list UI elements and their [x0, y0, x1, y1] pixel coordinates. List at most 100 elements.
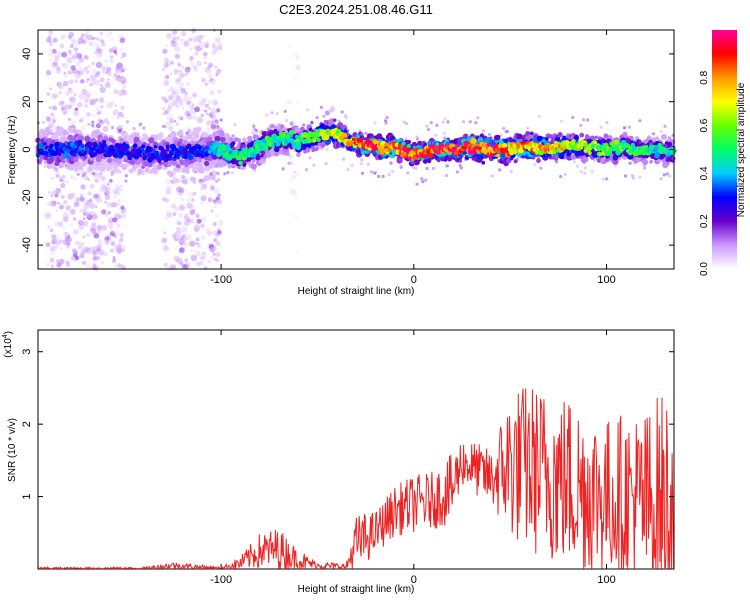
heatmap-noise-point: [214, 119, 219, 124]
heatmap-noise-point: [165, 188, 172, 195]
heatmap-ridge-point: [116, 159, 122, 165]
heatmap-ridge-point: [185, 170, 190, 174]
heatmap-ridge-point: [157, 159, 162, 164]
heatmap-ridge-point: [671, 156, 676, 161]
heatmap-noise-point: [218, 46, 222, 50]
heatmap-noise-point: [74, 250, 79, 255]
heatmap-ridge-point: [406, 144, 412, 149]
heatmap-noise-point: [49, 258, 55, 263]
heatmap-noise-point: [212, 199, 218, 204]
heatmap-noise-point: [575, 164, 580, 168]
heatmap-noise-point: [165, 178, 172, 185]
heatmap-noise-point: [189, 47, 193, 51]
heatmap-noise-point: [79, 194, 84, 198]
heatmap-ridge-point: [436, 158, 441, 163]
heatmap-noise-point: [60, 247, 63, 250]
heatmap-noise-point: [295, 64, 301, 71]
heatmap-noise-point: [188, 96, 193, 100]
heatmap-noise-point: [208, 107, 211, 110]
heatmap-noise-point: [187, 43, 191, 46]
heatmap-noise-point: [206, 171, 209, 175]
heatmap-noise-point: [86, 232, 91, 238]
heatmap-noise-point: [166, 33, 173, 40]
heatmap-noise-point: [64, 75, 67, 78]
heatmap-noise-point: [200, 113, 205, 118]
heatmap-noise-point: [373, 121, 377, 125]
heatmap-noise-point: [45, 70, 52, 76]
heatmap-noise-point: [169, 86, 175, 92]
heatmap-noise-point: [286, 99, 292, 105]
heatmap-noise-point: [162, 48, 168, 55]
heatmap-noise-point: [106, 121, 110, 125]
heatmap-noise-point: [194, 106, 201, 113]
heatmap-noise-point: [116, 184, 120, 187]
heatmap-noise-point: [110, 126, 115, 130]
heatmap-ridge-layer: [34, 118, 677, 176]
heatmap-noise-point: [210, 255, 215, 260]
heatmap-noise-point: [57, 201, 60, 205]
heatmap-noise-point: [200, 185, 205, 191]
heatmap-noise-point: [215, 179, 219, 183]
heatmap-noise-point: [203, 51, 208, 57]
heatmap-noise-point: [505, 129, 509, 134]
heatmap-noise-point: [173, 206, 180, 212]
heatmap-ridge-point: [203, 160, 210, 167]
heatmap-ridge-point: [80, 144, 85, 149]
heatmap-noise-point: [46, 37, 52, 43]
heatmap-noise-point: [78, 241, 85, 248]
heatmap-noise-point: [638, 175, 642, 179]
heatmap-noise-point: [41, 120, 46, 124]
heatmap-ridge-point: [579, 132, 585, 138]
heatmap-noise-point: [312, 163, 316, 167]
heatmap-noise-point: [82, 220, 89, 227]
heatmap-noise-point: [109, 37, 114, 42]
heatmap-noise-point: [91, 123, 95, 127]
heatmap-noise-point: [192, 180, 196, 184]
heatmap-ridge-point: [61, 160, 66, 164]
heatmap-noise-point: [95, 123, 101, 129]
heatmap-noise-point: [115, 77, 119, 81]
heatmap-noise-point: [294, 170, 301, 177]
heatmap-ridge-point: [582, 156, 589, 163]
heatmap-noise-point: [308, 156, 312, 160]
heatmap-noise-point: [295, 74, 299, 79]
heatmap-noise-point: [211, 44, 216, 49]
heatmap-noise-point: [190, 254, 198, 262]
heatmap-noise-point: [296, 249, 300, 253]
heatmap-noise-point: [592, 158, 597, 162]
heatmap-noise-point: [387, 173, 391, 177]
heatmap-noise-point: [179, 261, 184, 266]
heatmap-noise-point: [100, 183, 107, 190]
heatmap-noise-point: [59, 178, 63, 182]
heatmap-noise-point: [233, 123, 237, 127]
heatmap-noise-point: [284, 119, 289, 123]
heatmap-noise-point: [302, 123, 306, 127]
heatmap-noise-point: [99, 119, 103, 123]
heatmap-noise-point: [89, 203, 96, 209]
heatmap-noise-point: [189, 176, 195, 182]
heatmap-noise-point: [532, 163, 537, 167]
heatmap-noise-point: [226, 171, 230, 175]
heatmap-noise-point: [72, 229, 79, 235]
heatmap-noise-point: [106, 201, 112, 208]
heatmap-noise-point: [177, 62, 181, 65]
heatmap-noise-point: [58, 100, 64, 107]
heatmap-noise-point: [87, 248, 93, 254]
heatmap-noise-point: [434, 133, 438, 137]
heatmap-noise-point: [288, 45, 291, 48]
heatmap-noise-point: [209, 90, 215, 95]
heatmap-noise-point: [381, 174, 385, 178]
heatmap-noise-point: [366, 162, 371, 166]
heatmap-ridge-point: [333, 118, 337, 122]
heatmap-noise-point: [73, 177, 77, 181]
heatmap-noise-point: [181, 175, 185, 179]
heatmap-ridge-point: [662, 135, 666, 139]
heatmap-noise-point: [65, 179, 69, 184]
heatmap-noise-point: [306, 108, 310, 112]
heatmap-noise-point: [181, 263, 188, 270]
heatmap-noise-point: [627, 125, 632, 129]
heatmap-noise-point: [112, 257, 116, 261]
heatmap-noise-point: [161, 237, 167, 244]
heatmap-noise-point: [119, 232, 124, 238]
heatmap-noise-point: [174, 247, 178, 250]
